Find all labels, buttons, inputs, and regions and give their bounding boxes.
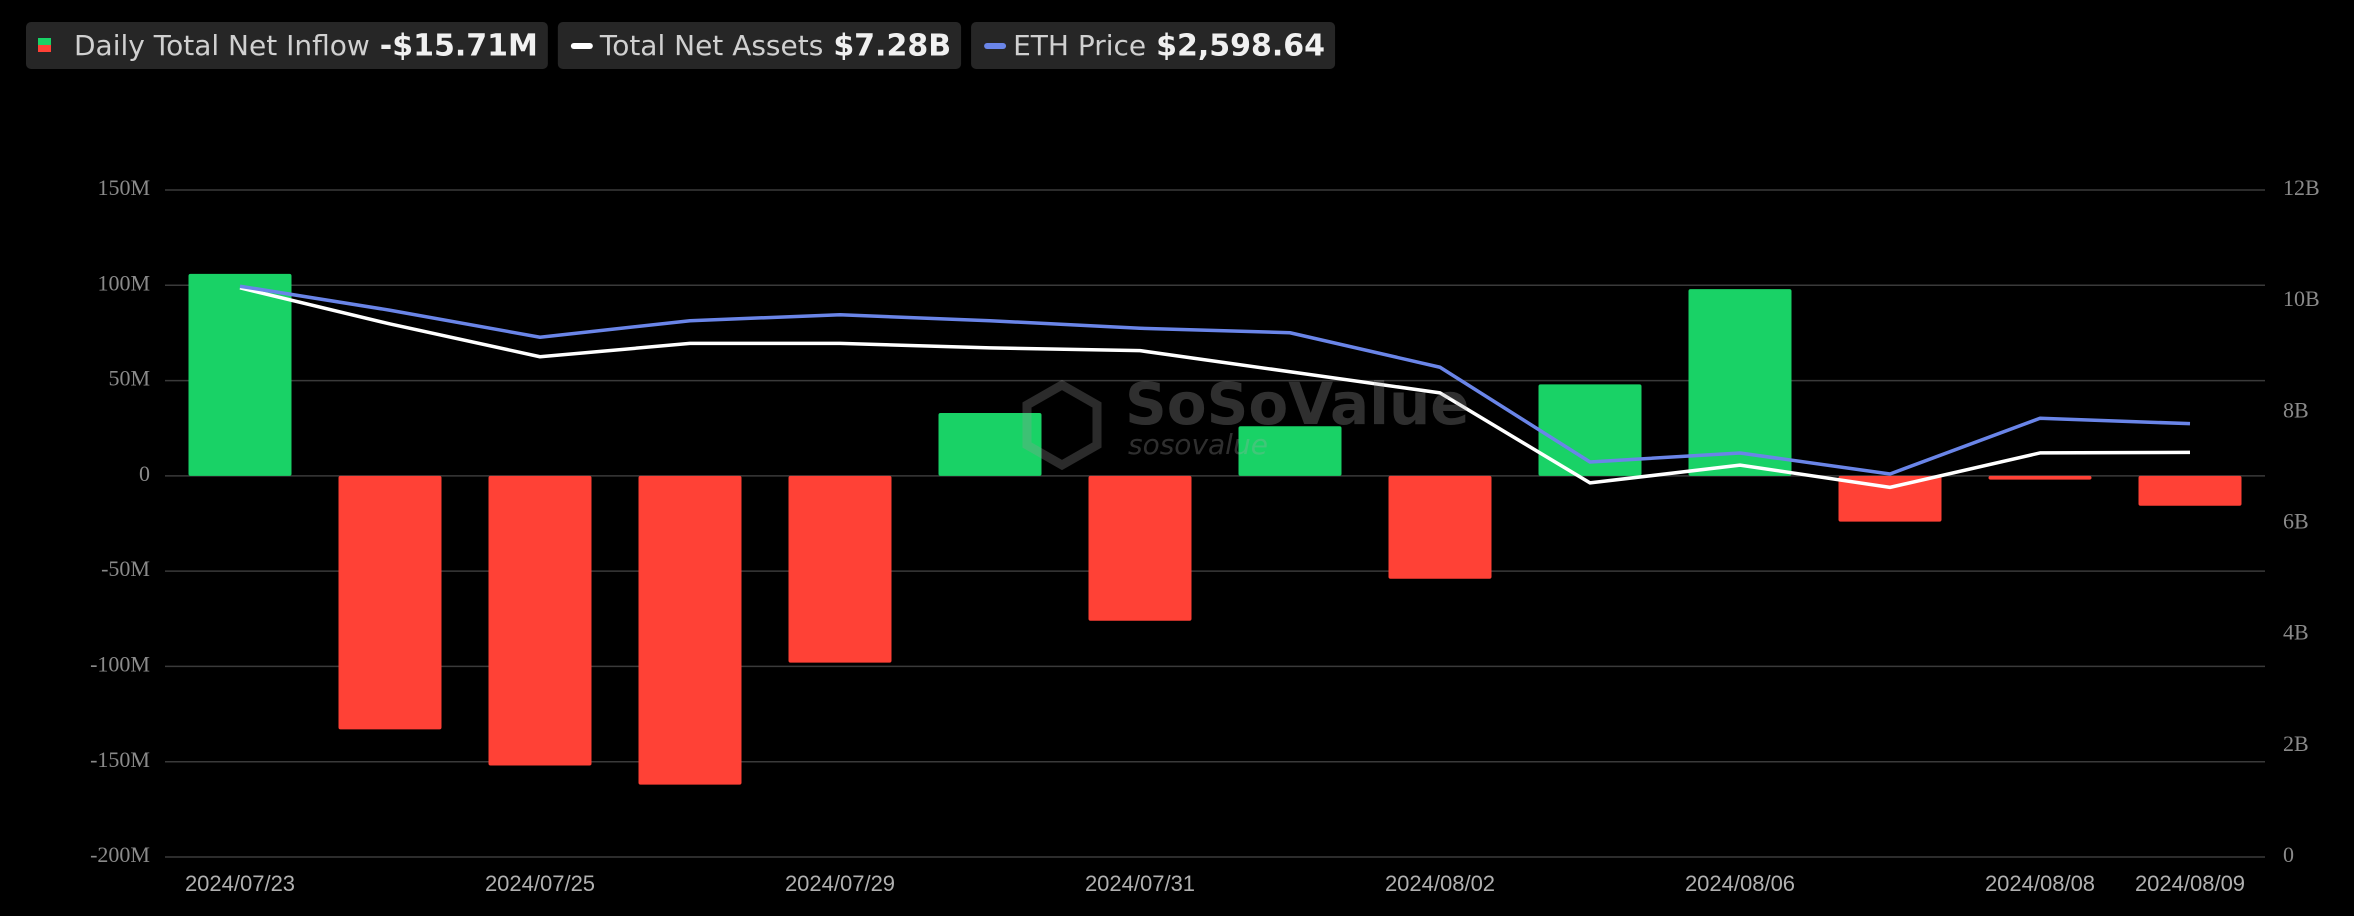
y2-tick-label: 10B <box>2283 286 2320 311</box>
legend-icon <box>38 45 51 52</box>
y-tick-label: -50M <box>101 556 150 581</box>
bar <box>2138 475 2242 506</box>
legend-value: $2,598.64 <box>1156 29 1325 64</box>
legend-value: -$15.71M <box>380 29 538 64</box>
y2-tick-label: 2B <box>2283 731 2309 756</box>
line <box>239 286 2191 490</box>
bar <box>1838 475 1942 522</box>
bar <box>938 412 1042 476</box>
legend-box <box>557 22 962 69</box>
legend-value: $7.28B <box>833 29 951 64</box>
bar <box>188 273 292 476</box>
legend-box <box>971 22 1336 69</box>
bar <box>1688 289 1792 476</box>
x-tick-label: 2024/08/06 <box>1685 871 1795 896</box>
bar <box>1088 475 1192 621</box>
legend-item: ETH Price $2,598.64 <box>971 22 1336 69</box>
bar <box>638 475 742 785</box>
bar <box>1388 475 1492 579</box>
x-tick-label: 2024/07/23 <box>185 871 295 896</box>
y-tick-label: 150M <box>97 175 150 200</box>
bar <box>488 475 592 766</box>
legend-label: Daily Total Net Inflow <box>74 29 370 62</box>
y-tick-label: 50M <box>108 366 150 391</box>
legend-icon <box>38 38 51 45</box>
y-tick-label: 0 <box>139 461 150 486</box>
x-tick-label: 2024/07/29 <box>785 871 895 896</box>
watermark-subtext: sosovalue <box>1128 428 1268 461</box>
bar <box>1988 475 2092 480</box>
x-tick-label: 2024/08/08 <box>1985 871 2095 896</box>
y-tick-label: -100M <box>90 651 150 676</box>
x-tick-label: 2024/07/25 <box>485 871 595 896</box>
y2-tick-label: 8B <box>2283 397 2309 422</box>
legend-box <box>26 22 548 69</box>
y2-tick-label: 6B <box>2283 509 2309 534</box>
bar <box>788 475 892 663</box>
x-tick-label: 2024/08/02 <box>1385 871 1495 896</box>
bar <box>1538 384 1642 476</box>
bar <box>1238 426 1342 476</box>
bar <box>338 475 442 730</box>
legend-label: Total Net Assets <box>599 29 823 62</box>
y2-tick-label: 12B <box>2283 175 2320 200</box>
y2-tick-label: 4B <box>2283 620 2309 645</box>
watermark: SoSoValue sosovalue <box>1022 370 1470 471</box>
legend-label: ETH Price <box>1013 29 1146 62</box>
y-tick-label: -200M <box>90 842 150 867</box>
y-tick-label: 100M <box>97 270 150 295</box>
line <box>239 284 2191 476</box>
legend-item: Daily Total Net Inflow -$15.71M <box>26 22 548 69</box>
legend-item: Total Net Assets $7.28B <box>557 22 962 69</box>
x-tick-label: 2024/07/31 <box>1085 871 1195 896</box>
y2-tick-label: 0 <box>2283 842 2294 867</box>
watermark-logo <box>1022 379 1102 471</box>
watermark-text: SoSoValue <box>1125 370 1470 438</box>
x-tick-label: 2024/08/09 <box>2135 871 2245 896</box>
y-tick-label: -150M <box>90 747 150 772</box>
